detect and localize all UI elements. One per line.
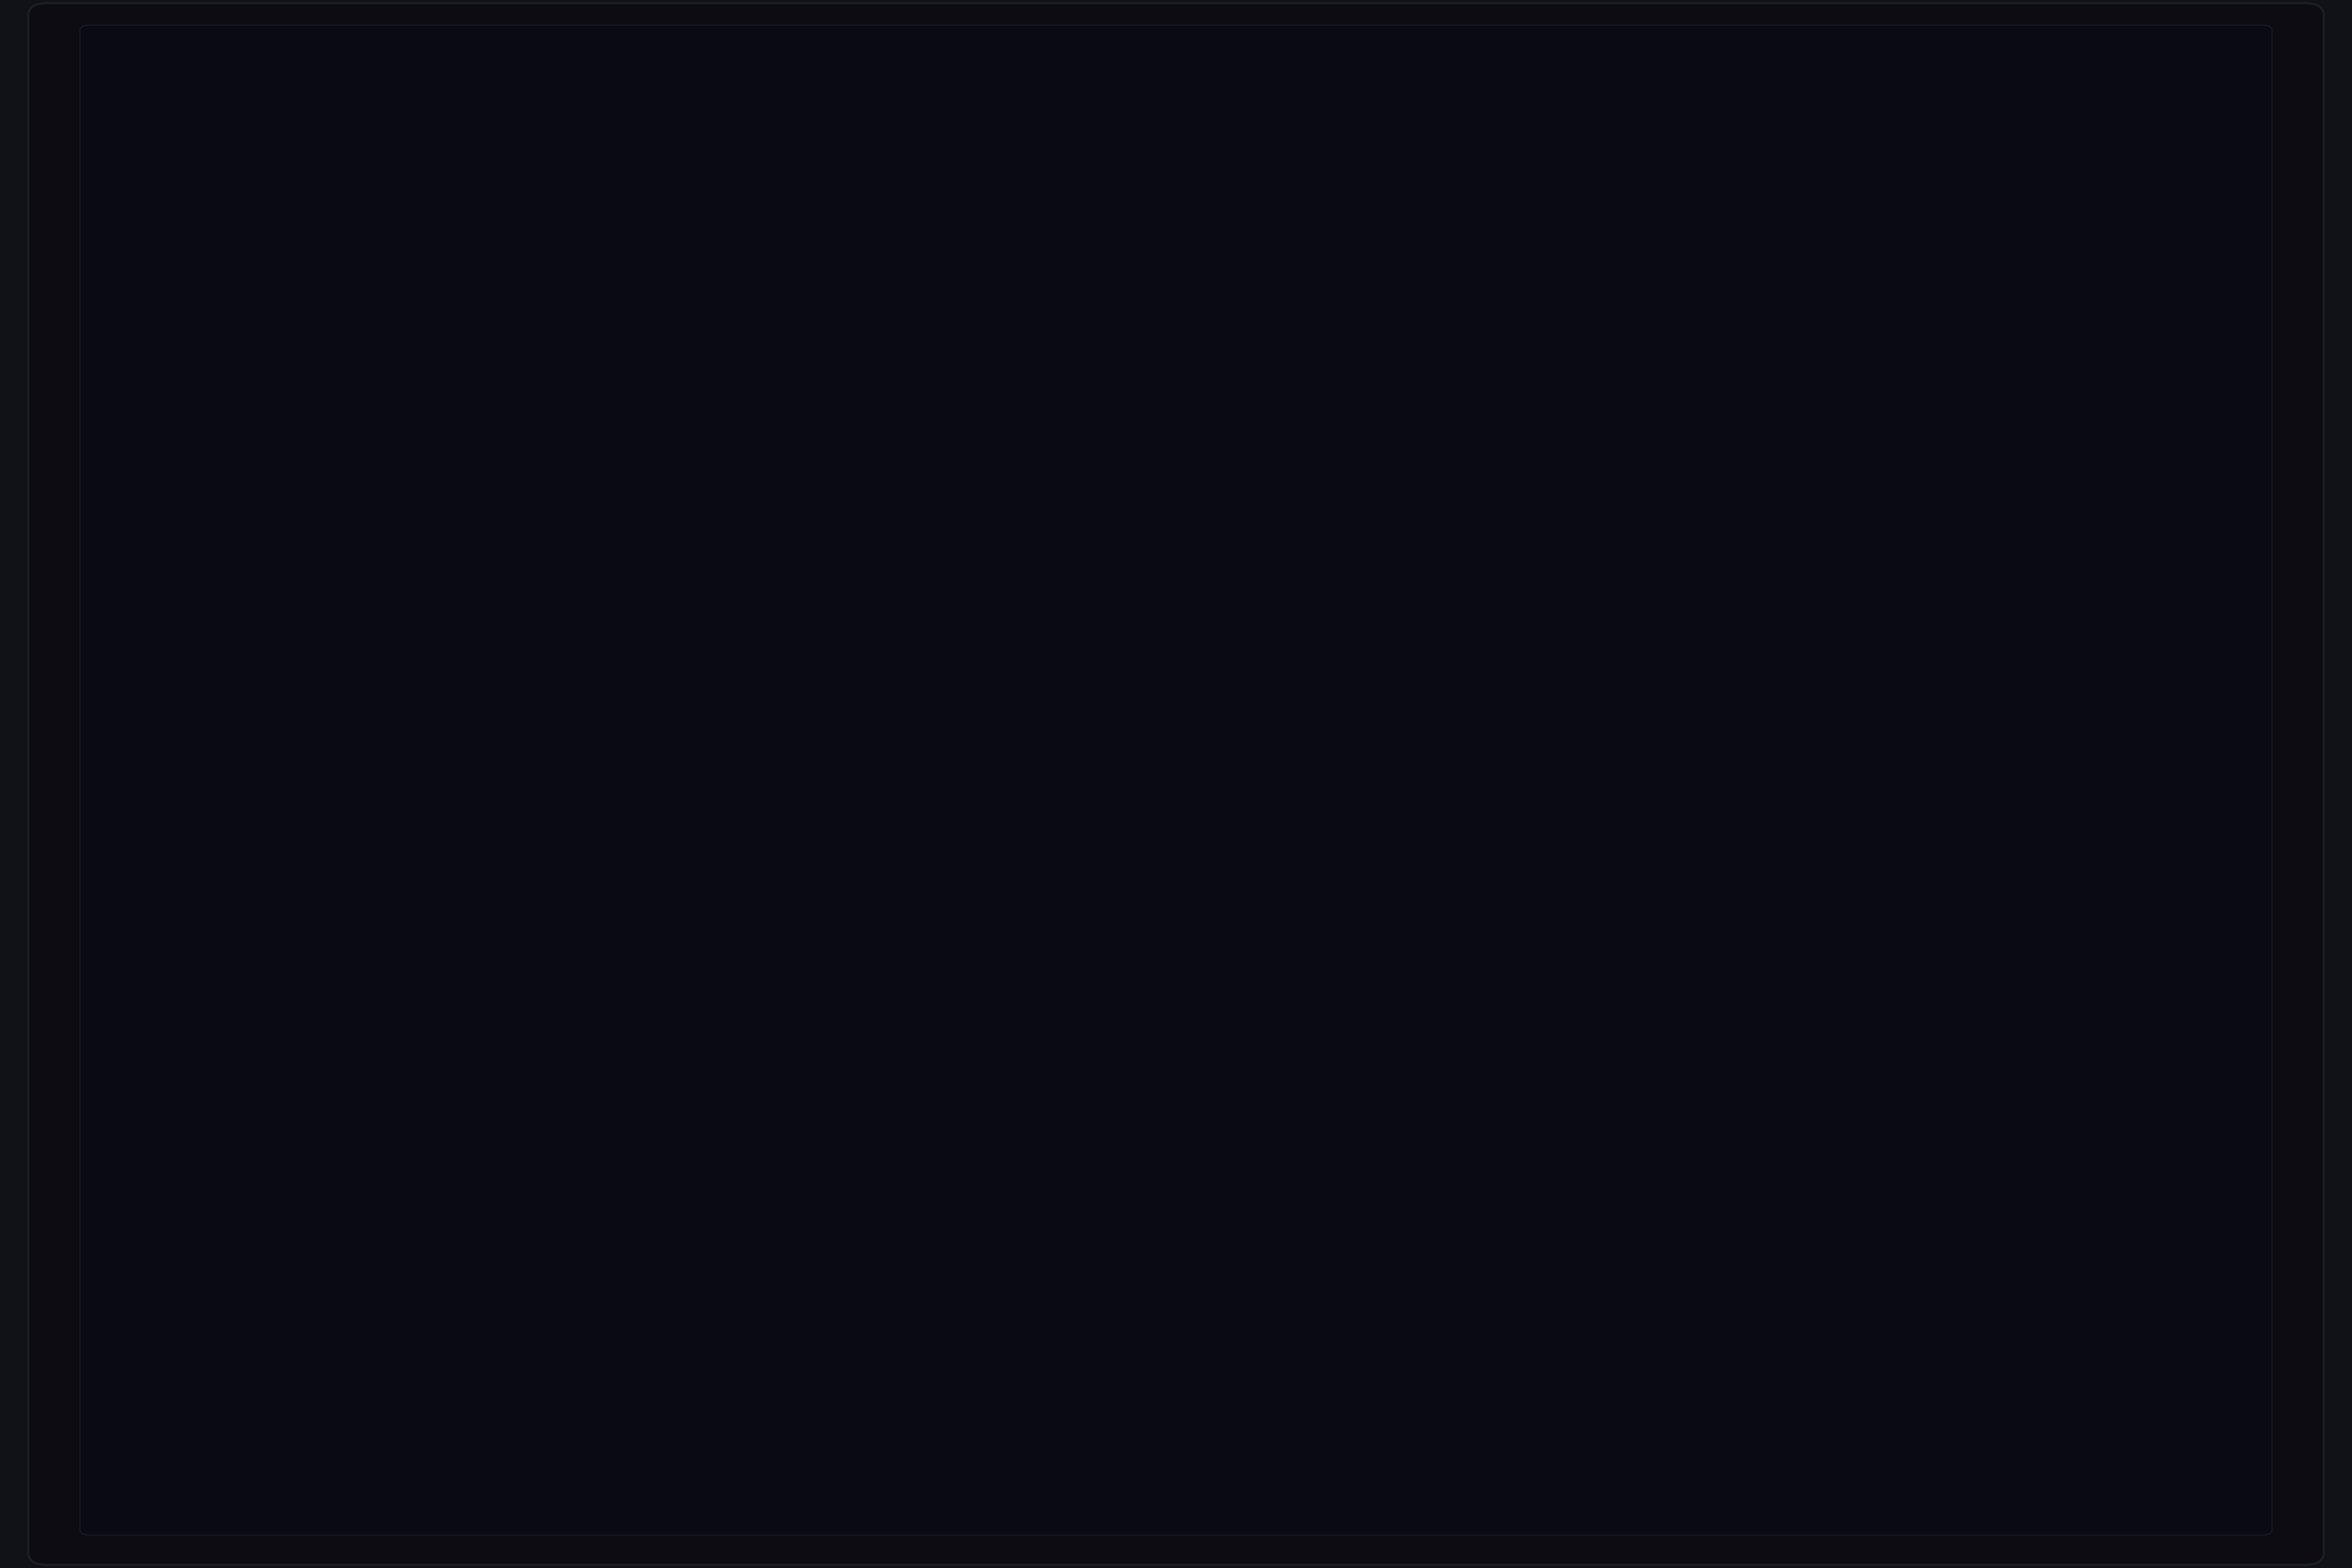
Bar [543,748,567,756]
Text: 479K: 479K [1209,946,1287,972]
Text: LOAD TIME VS BOUNCE RATE: LOAD TIME VS BOUNCE RATE [129,185,287,194]
Text: LAST 7 DAYS: LAST 7 DAYS [381,89,586,118]
Bar [1425,491,1446,756]
Text: Median Page Load (LUX): 2.056s: Median Page Load (LUX): 2.056s [268,268,421,278]
Text: 2pvs: 2pvs [1877,946,1950,972]
Bar [1717,724,1740,756]
Text: 1s: 1s [139,1080,151,1088]
Bar [1489,610,1512,756]
Bar [414,732,437,756]
Bar [233,513,254,756]
Legend: Page Load (LUX), Bounce Rate: Page Load (LUX), Bounce Rate [332,786,534,801]
Text: ⚙ OPTIONS: ⚙ OPTIONS [2157,171,2211,180]
Text: ⚙ OPTIONS: ⚙ OPTIONS [1087,171,1141,180]
Bar [1618,706,1639,756]
Bar [517,746,541,756]
Bar [1663,717,1684,756]
Bar [362,718,383,756]
Text: ⚙ OPTIONS: ⚙ OPTIONS [2147,789,2201,798]
Text: 2.7Mpvs: 2.7Mpvs [473,946,602,972]
Text: ☐  ↺  ?: ☐ ↺ ? [2192,91,2244,105]
Bar [1367,372,1388,756]
Text: 40.6%: 40.6% [807,946,901,972]
Bar [285,651,306,756]
Text: Page Views (LUX): Page Views (LUX) [473,866,562,877]
Bar [2018,743,2042,756]
Text: Session Length (LUX): Session Length (LUX) [1543,866,1651,877]
Bar [440,737,463,756]
Legend: Start Render (LUX), Bounce Rate: Start Render (LUX), Bounce Rate [1449,786,1661,801]
Bar [1261,622,1284,756]
Bar [1395,425,1416,756]
Bar [181,325,202,756]
Bar [1853,735,1877,756]
Bar [388,726,412,756]
Text: Page Load (LUX): Page Load (LUX) [139,866,223,877]
Bar [1334,345,1357,756]
Bar [1552,670,1576,756]
Text: START RENDER VS BOUNCE RATE: START RENDER VS BOUNCE RATE [1200,185,1381,194]
Text: USING: USING [826,89,927,118]
Bar [492,745,515,756]
Bar [1522,643,1545,756]
Text: Bounce Rate
7s

57.1%: Bounce Rate 7s 57.1% [353,405,421,453]
Bar [595,751,619,756]
Text: 4 pvs: 4 pvs [1209,1080,1235,1088]
Bar [569,750,593,756]
Bar [1235,702,1256,756]
Text: MEDIAN  ⌄: MEDIAN ⌄ [1018,89,1190,118]
Bar [259,602,280,756]
Bar [621,751,644,756]
Text: SESSIONS: SESSIONS [1209,789,1263,800]
Bar [155,699,176,756]
Bar [1456,557,1479,756]
Text: PAGE VIEWS VS ONLOAD: PAGE VIEWS VS ONLOAD [139,789,275,800]
Bar [466,742,489,756]
Text: Sessions (LUX): Sessions (LUX) [1209,866,1284,877]
Text: PVs Per Session (LUX): PVs Per Session (LUX) [1877,866,1990,877]
Text: 17min: 17min [1543,946,1639,972]
Text: 0.7s: 0.7s [139,946,205,972]
Bar [1207,735,1228,756]
Text: USERS:: USERS: [155,89,273,118]
Bar [1780,731,1804,756]
Bar [310,687,332,756]
Text: Bounce Rate (LUX): Bounce Rate (LUX) [807,866,903,877]
Bar [1298,491,1319,756]
Bar [207,408,228,756]
Bar [336,704,358,756]
Text: ⚙ OPTIONS: ⚙ OPTIONS [1077,789,1131,798]
Bar [1926,740,1950,756]
Bar [1585,690,1606,756]
Text: Median Start Render (LUX): 1.031s: Median Start Render (LUX): 1.031s [1406,265,1571,274]
